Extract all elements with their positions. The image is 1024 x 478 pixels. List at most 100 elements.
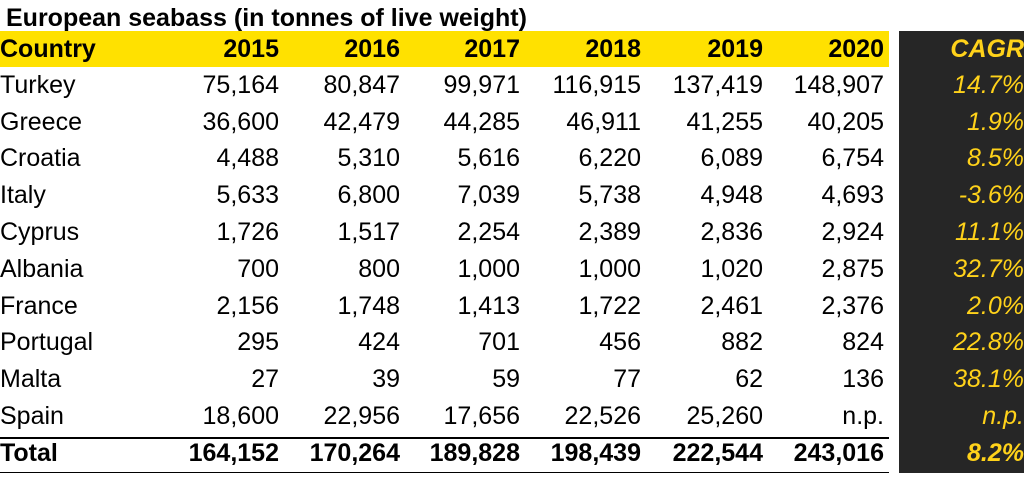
table-row: Greece 36,600 42,479 44,285 46,911 41,255 40,2… [0, 104, 1024, 141]
value-cell: 99,971 [443, 70, 520, 99]
total-row: Total 164,152 170,264 189,828 198,439 222,544… [0, 435, 1024, 472]
value-cell: 424 [358, 328, 400, 357]
value-cell: 80,847 [323, 70, 400, 99]
value-cell: 22,526 [564, 402, 641, 431]
value-cell: 1,020 [700, 254, 763, 283]
country-cell: Turkey [0, 70, 76, 99]
table-row: Albania 700 800 1,000 1,000 1,020 2,875 32.7% [0, 251, 1024, 288]
value-cell: 2,156 [216, 291, 279, 320]
value-cell: 222,544 [672, 438, 763, 467]
country-cell: Portugal [0, 328, 94, 357]
value-cell: n.p. [842, 402, 884, 431]
value-cell: 1,722 [578, 291, 641, 320]
header-year: 2019 [707, 34, 763, 63]
header-year: 2018 [585, 34, 641, 63]
value-cell: 189,828 [429, 438, 520, 467]
value-cell: 2,461 [700, 291, 763, 320]
value-cell: 701 [478, 328, 520, 357]
value-cell: 198,439 [550, 438, 641, 467]
value-cell: 75,164 [202, 70, 279, 99]
table-row: France 2,156 1,748 1,413 1,722 2,461 2,376 2.0% [0, 288, 1024, 325]
country-cell: Cyprus [0, 218, 80, 247]
cagr-cell: 11.1% [954, 218, 1024, 247]
spacer [884, 435, 899, 472]
value-cell: 2,254 [457, 218, 520, 247]
value-cell: 5,633 [216, 181, 279, 210]
value-cell: 6,754 [821, 144, 884, 173]
value-cell: 5,310 [337, 144, 400, 173]
cagr-column-background [899, 31, 1024, 473]
value-cell: 18,600 [202, 402, 279, 431]
spacer [884, 104, 899, 141]
value-cell: 2,875 [821, 254, 884, 283]
value-cell: 824 [842, 328, 884, 357]
cagr-cell: 14.7% [953, 70, 1024, 99]
value-cell: 148,907 [793, 70, 884, 99]
value-cell: 22,956 [323, 402, 400, 431]
value-cell: 2,924 [821, 218, 884, 247]
table-row: Spain 18,600 22,956 17,656 22,526 25,260 n.p. n… [0, 398, 1024, 435]
value-cell: 6,800 [337, 181, 400, 210]
spacer [884, 325, 899, 362]
cagr-cell: 38.1% [953, 365, 1024, 394]
value-cell: 17,656 [443, 402, 520, 431]
value-cell: 6,089 [700, 144, 763, 173]
value-cell: 42,479 [323, 107, 400, 136]
cagr-cell: n.p. [982, 402, 1024, 431]
value-cell: 2,836 [700, 218, 763, 247]
table-row: Croatia 4,488 5,310 5,616 6,220 6,089 6,754 8.5… [0, 141, 1024, 178]
value-cell: 2,389 [578, 218, 641, 247]
value-cell: 1,000 [457, 254, 520, 283]
spacer [884, 398, 899, 435]
value-cell: 1,726 [216, 218, 279, 247]
cagr-cell: 8.5% [967, 144, 1024, 173]
value-cell: 4,693 [821, 181, 884, 210]
value-cell: 40,205 [807, 107, 884, 136]
table-row: Portugal 295 424 701 456 882 824 22.8% [0, 325, 1024, 362]
value-cell: 59 [492, 365, 520, 394]
value-cell: 116,915 [552, 70, 641, 99]
table-row: Malta 27 39 59 77 62 136 38.1% [0, 361, 1024, 398]
value-cell: 1,517 [337, 218, 400, 247]
header-year: 2015 [223, 34, 279, 63]
value-cell: 41,255 [686, 107, 763, 136]
header-year: 2017 [464, 34, 520, 63]
value-cell: 882 [721, 328, 763, 357]
value-cell: 62 [735, 365, 763, 394]
cagr-cell: -3.6% [958, 181, 1024, 210]
value-cell: 1,748 [337, 291, 400, 320]
value-cell: 25,260 [686, 402, 763, 431]
value-cell: 5,616 [457, 144, 520, 173]
value-cell: 27 [251, 365, 279, 394]
value-cell: 2,376 [821, 291, 884, 320]
spacer [884, 214, 899, 251]
value-cell: 4,948 [700, 181, 763, 210]
cagr-cell: 22.8% [953, 328, 1024, 357]
value-cell: 243,016 [793, 438, 884, 467]
value-cell: 456 [599, 328, 641, 357]
header-band [0, 31, 889, 67]
value-cell: 136 [842, 365, 884, 394]
value-cell: 4,488 [216, 144, 279, 173]
header-year: 2020 [828, 34, 884, 63]
value-cell: 1,000 [578, 254, 641, 283]
value-cell: 39 [372, 365, 400, 394]
cagr-cell: 2.0% [967, 291, 1024, 320]
spacer [884, 67, 899, 104]
value-cell: 164,152 [188, 438, 279, 467]
value-cell: 800 [358, 254, 400, 283]
spacer [884, 141, 899, 178]
seabass-table: Country 2015 2016 2017 2018 2019 2020 CA… [0, 31, 1024, 472]
value-cell: 137,419 [672, 70, 763, 99]
spacer [884, 177, 899, 214]
value-cell: 1,413 [457, 291, 520, 320]
country-cell: Italy [0, 181, 46, 210]
spacer [884, 361, 899, 398]
value-cell: 44,285 [443, 107, 520, 136]
header-row: Country 2015 2016 2017 2018 2019 2020 CA… [0, 31, 1024, 67]
country-cell: Croatia [0, 144, 81, 173]
country-cell: Spain [0, 402, 64, 431]
spacer [884, 31, 899, 67]
total-divider [0, 437, 889, 439]
cagr-cell: 32.7% [953, 254, 1024, 283]
